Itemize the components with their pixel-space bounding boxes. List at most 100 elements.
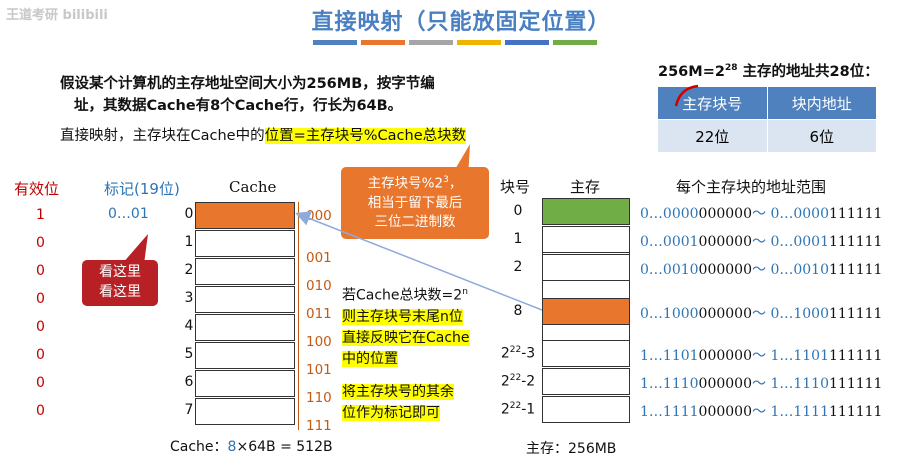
cache-line-2 <box>195 258 295 285</box>
cache-line-0 <box>195 202 295 229</box>
valid-bit-6: 0 <box>36 375 45 391</box>
color-bar-1 <box>313 40 357 45</box>
pen-mark-icon <box>674 84 699 107</box>
slide-title: 直接映射（只能放固定位置） <box>311 10 611 35</box>
cache-line-7 <box>195 398 295 425</box>
memory-block-5 <box>542 368 630 395</box>
address-range-6: 1…1111000000～ 1…1111111111 <box>640 404 883 420</box>
mapping-note: 若Cache总块数=2n 则主存块号末尾n位 直接反映它在Cache 中的位置 … <box>342 282 470 424</box>
block-number-header: 块号 <box>500 178 531 196</box>
cache-index-binary-5: 101 <box>306 362 332 378</box>
header-block-offset: 块内地址 <box>766 86 877 120</box>
block-label-2: 2 <box>513 259 523 275</box>
memory-block-0 <box>542 198 630 225</box>
cache-index-binary-4: 100 <box>306 334 332 350</box>
header-block-number: 主存块号 <box>657 86 768 120</box>
callout-line-3: 三位二进制数 <box>374 213 456 230</box>
cache-index-divider <box>298 202 299 430</box>
main-memory-header: 主存 <box>570 178 601 196</box>
intro-line-1: 假设某个计算机的主存地址空间大小为256MB，按字节编 <box>60 76 435 92</box>
caption-exp: 28 <box>724 63 738 74</box>
block-label-6: 222-1 <box>500 401 536 418</box>
block-label-1: 1 <box>513 231 523 247</box>
color-bar-3 <box>409 40 453 45</box>
block-label-0: 0 <box>513 203 523 219</box>
address-range-1: 0…0001000000～ 0…0001111111 <box>640 234 883 250</box>
cache-title: Cache <box>229 178 277 196</box>
valid-bit-1: 0 <box>36 235 45 251</box>
note-line-3: 直接反映它在Cache <box>342 329 470 346</box>
address-caption: 256M=228 主存的地址共28位： <box>658 60 879 81</box>
cache-line-number-5: 5 <box>184 346 194 362</box>
address-range-2: 0…0010000000～ 0…0010111111 <box>640 262 883 278</box>
mapping-formula: 位置=主存块号%Cache总块数 <box>264 128 467 144</box>
block-label-5: 222-2 <box>500 373 536 390</box>
cache-size-footer: Cache：8×64B = 512B <box>170 439 333 455</box>
look-here-line-1: 看这里 <box>99 264 141 280</box>
cache-line-number-4: 4 <box>184 318 194 334</box>
cache-index-binary-2: 010 <box>306 278 332 294</box>
memory-gap-bottom <box>542 322 630 340</box>
intro-line-3-prefix: 直接映射，主存块在Cache中的 <box>60 128 265 144</box>
look-here-pointer <box>122 234 148 264</box>
mod-explanation-callout: 主存块号%23， 相当于留下最后 三位二进制数 <box>341 167 489 239</box>
first-tag-value: 0…01 <box>108 206 149 222</box>
intro-line-2: 址，其数据Cache有8个Cache行，行长为64B。 <box>74 98 403 114</box>
block-label-3: 8 <box>513 303 523 319</box>
look-here-line-2: 看这里 <box>99 284 141 300</box>
look-here-callout: 看这里 看这里 <box>82 260 158 306</box>
cache-line-5 <box>195 342 295 369</box>
memory-block-3 <box>542 298 630 325</box>
address-range-0: 0…0000000000～ 0…0000111111 <box>640 206 883 222</box>
valid-bit-5: 0 <box>36 347 45 363</box>
caption-base: 256M=2 <box>658 64 725 80</box>
block-label-4: 222-3 <box>500 345 536 362</box>
address-range-header: 每个主存块的地址范围 <box>676 178 827 196</box>
cache-line-number-2: 2 <box>184 262 194 278</box>
cache-line-number-0: 0 <box>184 206 194 222</box>
callout-line-2: 相当于留下最后 <box>367 194 463 211</box>
watermark: 王道考研 bilibili <box>6 8 108 23</box>
memory-block-4 <box>542 340 630 367</box>
cache-line-1 <box>195 230 295 257</box>
valid-bit-2: 0 <box>36 263 45 279</box>
cache-line-number-6: 6 <box>184 374 194 390</box>
cache-line-number-3: 3 <box>184 290 194 306</box>
cache-line-4 <box>195 314 295 341</box>
cache-index-binary-3: 011 <box>306 306 332 322</box>
note-line-2: 则主存块号末尾n位 <box>342 308 463 325</box>
callout-line-1: 主存块号%23， <box>367 175 463 192</box>
cache-index-binary-6: 110 <box>306 390 332 406</box>
cache-index-binary-7: 111 <box>306 418 332 434</box>
note-line-5: 将主存块号的其余 <box>342 383 454 400</box>
cache-line-6 <box>195 370 295 397</box>
note-line-4: 中的位置 <box>342 350 398 367</box>
memory-gap-top <box>542 226 630 298</box>
valid-bit-header: 有效位 <box>14 180 60 198</box>
cache-line-3 <box>195 286 295 313</box>
address-range-3: 0…1000000000～ 0…1000111111 <box>640 306 883 322</box>
note-line-1: 若Cache总块数=2n <box>342 287 468 304</box>
cache-index-binary-1: 001 <box>306 250 332 266</box>
value-block-number: 22位 <box>657 119 768 153</box>
tag-header: 标记(19位) <box>104 180 180 198</box>
value-block-offset: 6位 <box>766 119 877 153</box>
address-range-5: 1…1110000000～ 1…1110111111 <box>640 376 883 392</box>
valid-bit-3: 0 <box>36 291 45 307</box>
valid-bit-4: 0 <box>36 319 45 335</box>
valid-bit-0: 1 <box>36 207 45 223</box>
memory-block-6 <box>542 396 630 423</box>
color-bar-4 <box>457 40 501 45</box>
color-bar-5 <box>505 40 549 45</box>
address-range-4: 1…1101000000～ 1…1101111111 <box>640 348 883 364</box>
cache-line-number-1: 1 <box>184 234 194 250</box>
valid-bit-7: 0 <box>36 403 45 419</box>
cache-line-number-7: 7 <box>184 402 194 418</box>
color-bar-2 <box>361 40 405 45</box>
note-line-6: 位作为标记即可 <box>342 404 440 421</box>
color-bar-6 <box>553 40 597 45</box>
memory-size-footer: 主存：256MB <box>526 441 617 457</box>
address-format-table: 主存块号 块内地址 22位 6位 <box>657 86 877 153</box>
intro-line-3: 直接映射，主存块在Cache中的位置=主存块号%Cache总块数 <box>60 124 467 145</box>
